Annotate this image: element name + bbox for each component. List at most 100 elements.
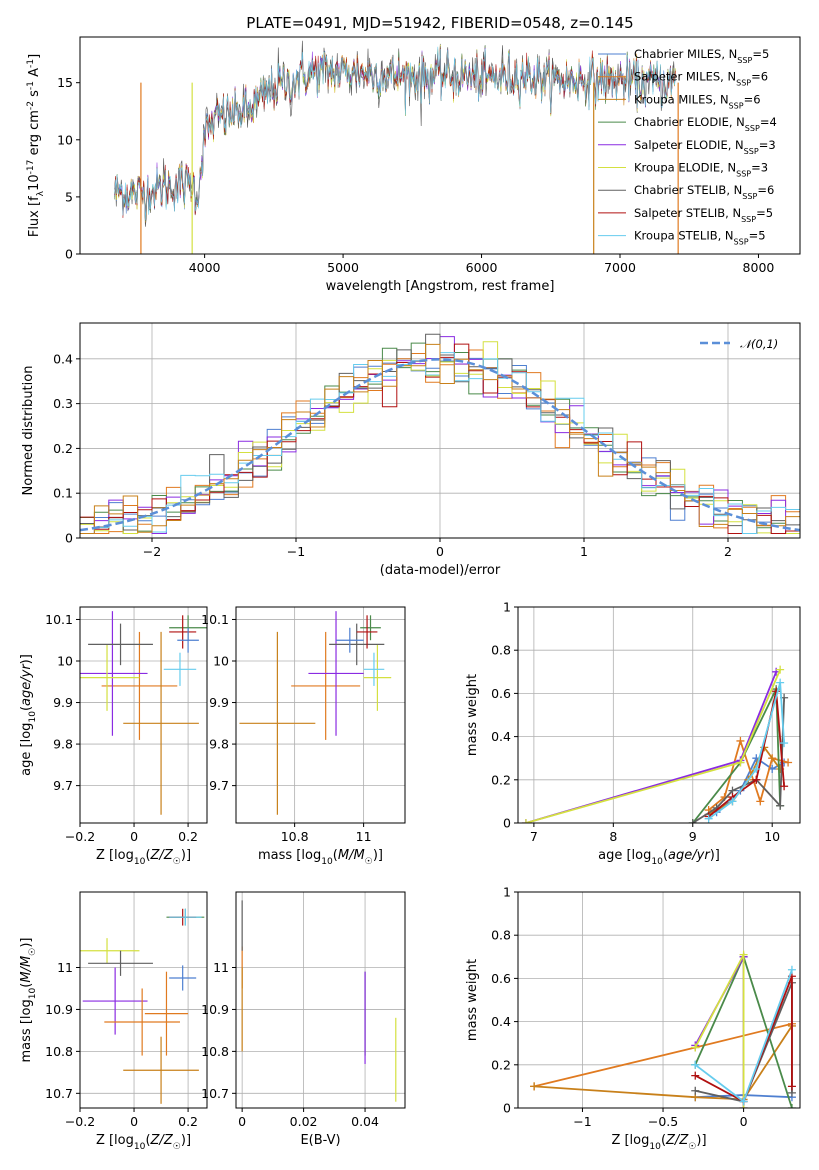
mass-weight-marker (736, 758, 745, 767)
y-tick-label: 0.6 (491, 686, 511, 701)
x-tick-label: 7000 (604, 260, 636, 275)
plot-area (80, 908, 205, 1104)
y-tick-label: 10.1 (45, 612, 73, 627)
x-tick-label: 10.8 (281, 829, 309, 844)
y-tick-label: 0.2 (491, 772, 511, 787)
y-tick-label: 0.1 (53, 486, 73, 501)
x-tick-label: 11 (356, 829, 372, 844)
axes-frame (517, 891, 801, 1109)
mass-weight-marker (787, 1082, 796, 1091)
spectrum-axes: 4000 5000 6000 7000 8000 0 5 10 15 wavelength [An… (26, 36, 801, 294)
x-tick-label: 0 (130, 829, 138, 844)
x-axis-label: E(B-V) (300, 1133, 340, 1148)
mass-weight-marker (776, 678, 785, 687)
y-tick-label: 0.4 (491, 1014, 511, 1029)
x-tick-label: 0 (740, 1114, 748, 1129)
legend-label: Chabrier STELIB, NSSP=6 (634, 183, 774, 201)
y-tick-label: 9.7 (53, 778, 73, 793)
mass-weight-marker (691, 1086, 700, 1095)
mass-weight-marker (776, 665, 785, 674)
x-axis-label: Z [log10(Z/Z☉)] (96, 848, 191, 867)
plot-area (241, 900, 397, 1102)
x-tick-label: 8000 (743, 260, 775, 275)
x-tick-label: 2 (724, 544, 732, 559)
mass-weight-marker (780, 739, 789, 748)
age-vs-mass-axes: 10.8 11 9.7 9.8 9.9 10 10.1 mass [log10(M/M☉)] (201, 606, 406, 867)
mass-weight-marker (691, 1043, 700, 1052)
y-tick-label: 0.3 (53, 396, 73, 411)
y-tick-label: 9.8 (209, 737, 229, 752)
mass-weight-line (534, 1025, 793, 1101)
plot-area (80, 333, 800, 535)
mass-weight-marker (739, 950, 748, 959)
legend-label: Salpeter ELODIE, NSSP=3 (634, 138, 776, 156)
mass-weight-vs-age-axes: 7 8 9 10 0 0.2 0.4 0.6 0.8 1 age [log10(age/yr)] ma… (465, 600, 801, 867)
x-tick-label: 9 (689, 829, 697, 844)
y-tick-label: 0.8 (491, 928, 511, 943)
mass-weight-marker (704, 814, 713, 823)
x-tick-label: −1 (573, 1114, 591, 1129)
y-tick-label: 0 (65, 531, 73, 546)
mass-weight-marker (780, 782, 789, 791)
mass-weight-marker (752, 775, 761, 784)
plot-area (530, 950, 796, 1108)
y-tick-label: 0.2 (491, 1057, 511, 1072)
y-tick-label: 0 (65, 247, 73, 262)
y-axis-label: mass weight (465, 959, 480, 1041)
y-tick-label: 10.8 (201, 1044, 229, 1059)
y-tick-label: 0.8 (491, 643, 511, 658)
x-tick-label: 1 (580, 544, 588, 559)
mass-weight-marker (787, 965, 796, 974)
mass-vs-metallicity-axes: −0.2 0 0.2 10.7 10.8 10.9 11 Z [log10(Z/Z☉)] mas… (19, 891, 208, 1152)
y-tick-label: 9.9 (209, 695, 229, 710)
mass-vs-extinction-axes: 0 0.02 0.04 10.7 10.8 10.9 11 E(B-V) (201, 891, 406, 1148)
y-tick-label: 10.9 (201, 1002, 229, 1017)
y-tick-label: 0 (503, 816, 511, 831)
y-tick-label: 10.1 (201, 612, 229, 627)
x-tick-label: 0.04 (351, 1114, 379, 1129)
axes-frame (79, 36, 801, 255)
plot-area (114, 40, 679, 254)
plot-area (521, 665, 793, 823)
x-tick-label: −0.2 (65, 1114, 95, 1129)
x-tick-label: −2 (143, 544, 161, 559)
y-tick-label: 10.7 (45, 1086, 73, 1101)
legend-label: Kroupa ELODIE, NSSP=3 (634, 161, 768, 179)
x-tick-label: 0.2 (178, 829, 198, 844)
y-axis-label: mass [log10(M/M☉)] (19, 938, 38, 1063)
mass-weight-marker (728, 797, 737, 806)
x-axis-label: Z [log10(Z/Z☉)] (96, 1133, 191, 1152)
y-axis-label: age [log10(age/yr)] (19, 654, 38, 776)
mass-weight-marker (776, 801, 785, 810)
x-tick-label: 10 (764, 829, 780, 844)
mass-weight-marker (521, 819, 530, 823)
y-tick-label: 10.8 (45, 1044, 73, 1059)
y-tick-label: 5 (65, 189, 73, 204)
histogram-axes: −2 −1 0 1 2 0 0.1 0.2 0.3 0.4 (data-model)/error No… (21, 322, 801, 578)
plot-area (239, 611, 392, 815)
mass-weight-line (694, 975, 793, 1103)
figure-title: PLATE=0491, MJD=51942, FIBERID=0548, z=0… (246, 14, 633, 32)
y-axis-label: Flux [fλ10-17 erg cm-2 s-1 A-1] (26, 54, 46, 237)
y-tick-label: 0.6 (491, 971, 511, 986)
legend-label: Kroupa STELIB, NSSP=5 (634, 229, 766, 247)
x-tick-label: 5000 (327, 260, 359, 275)
mass-weight-marker (752, 765, 761, 773)
x-tick-label: 0 (238, 1114, 246, 1129)
mass-weight-marker (739, 1097, 748, 1106)
mass-weight-line (692, 688, 782, 823)
normal-reference-curve (80, 358, 800, 532)
y-tick-label: 11 (213, 960, 229, 975)
axes-frame (235, 891, 406, 1109)
spectrum-model-line (114, 46, 676, 221)
axes-frame (79, 606, 208, 824)
x-tick-label: 8 (609, 829, 617, 844)
mass-weight-vs-metallicity-axes: −1 −0.5 0 0 0.2 0.4 0.6 0.8 1 Z [log10(Z/Z☉)] mass… (465, 885, 801, 1152)
legend-label: 𝒩(0,1) (740, 337, 778, 351)
y-tick-label: 10.9 (45, 1002, 73, 1017)
y-tick-label: 11 (57, 960, 73, 975)
x-axis-label: Z [log10(Z/Z☉)] (611, 1133, 706, 1152)
plot-area (80, 611, 207, 815)
